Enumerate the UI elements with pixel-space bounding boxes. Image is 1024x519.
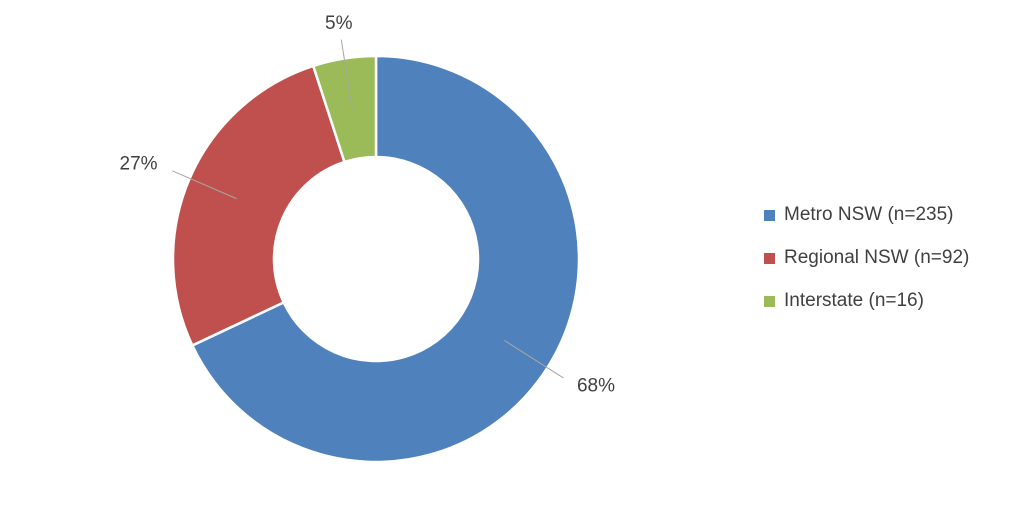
leader-line — [340, 39, 353, 109]
legend-label: Interstate (n=16) — [784, 290, 924, 311]
data-label: 5% — [325, 13, 353, 34]
legend-swatch — [764, 296, 775, 307]
legend-swatch — [764, 253, 775, 264]
slice — [190, 54, 581, 464]
legend-label: Regional NSW (n=92) — [784, 247, 969, 268]
legend-swatch — [764, 210, 775, 221]
leader-line — [172, 170, 237, 200]
leader-line — [504, 340, 564, 379]
slice — [311, 54, 378, 164]
data-label: 27% — [120, 153, 158, 174]
data-label: 68% — [577, 376, 615, 397]
legend-label: Metro NSW (n=235) — [784, 204, 953, 225]
slice — [171, 64, 347, 348]
